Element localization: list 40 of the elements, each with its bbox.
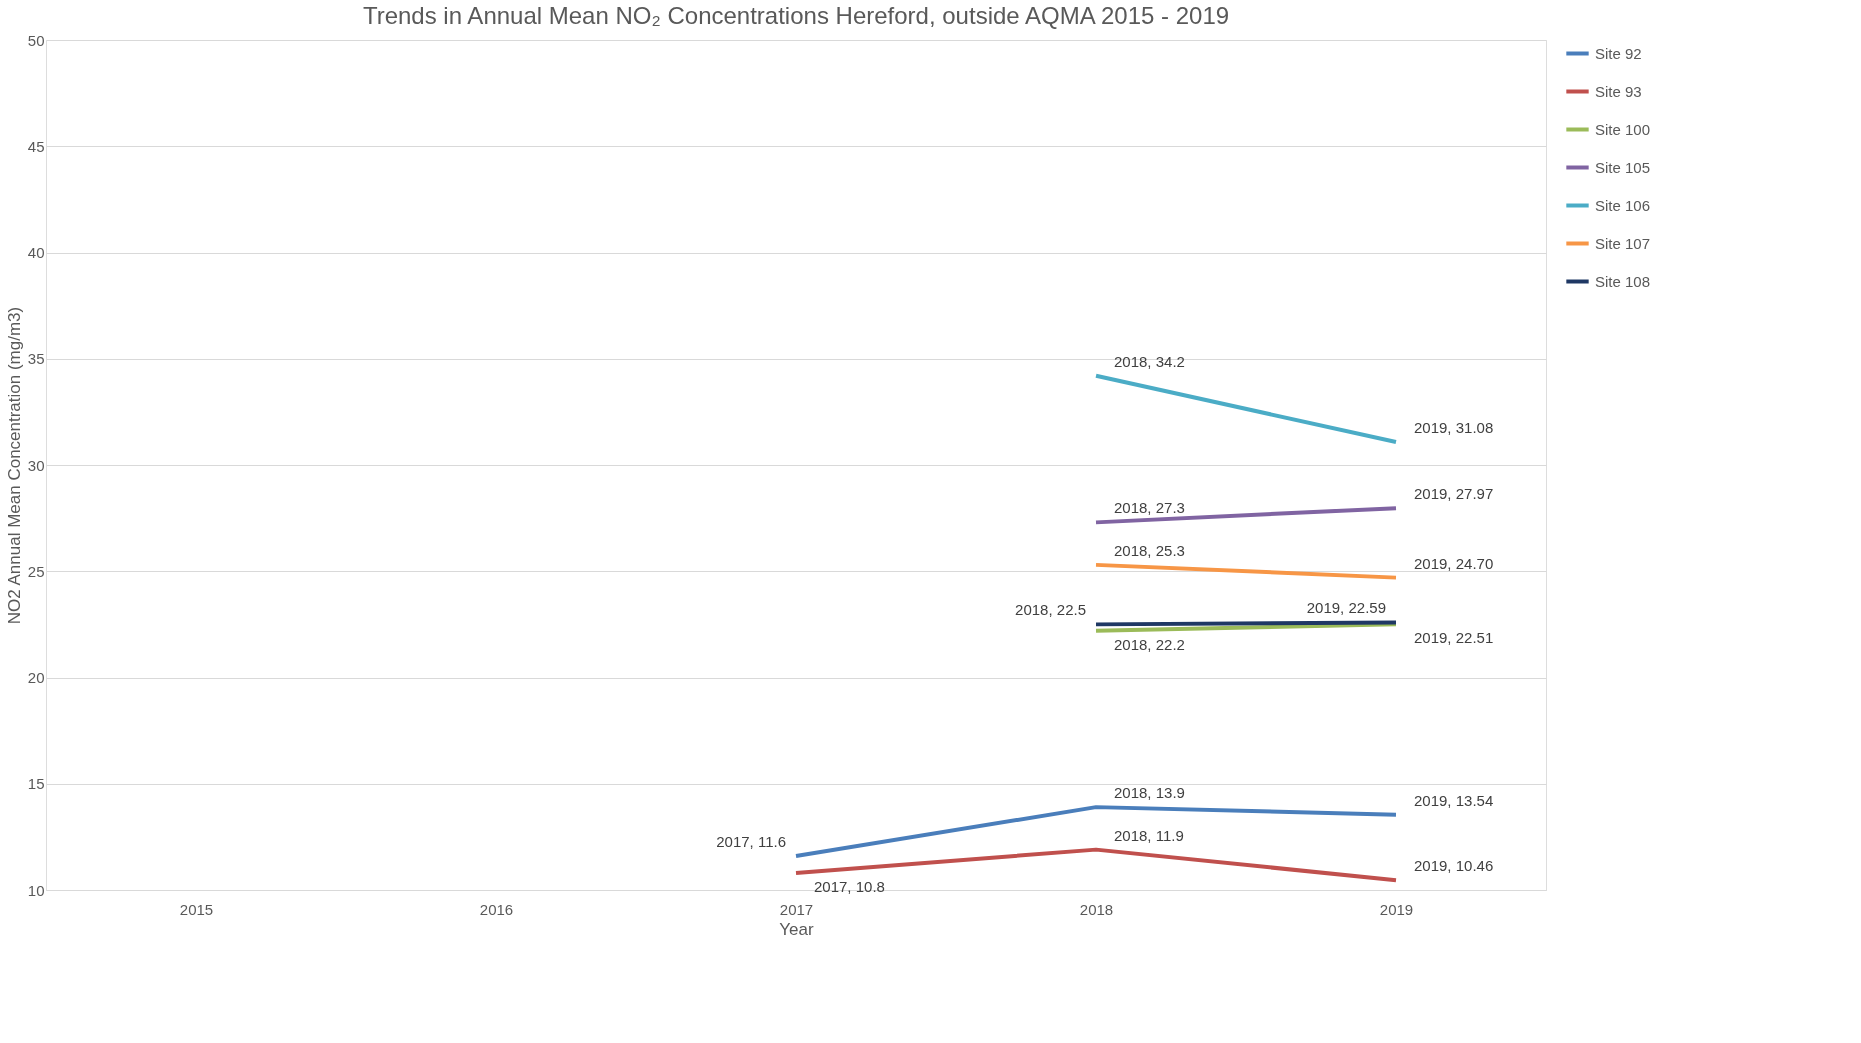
x-tick-label: 2018	[1079, 900, 1114, 918]
legend-label: Site 106	[1595, 196, 1651, 214]
y-tick-label: 45	[27, 137, 45, 155]
data-label: 2018, 27.3	[1114, 499, 1185, 517]
data-label: 2019, 27.97	[1414, 485, 1494, 503]
y-tick-label: 35	[27, 350, 45, 368]
x-tick-label: 2015	[179, 900, 214, 918]
y-tick-label: 15	[27, 775, 45, 793]
legend-label: Site 108	[1595, 272, 1651, 290]
y-tick-label: 40	[27, 244, 45, 261]
data-label: 2019, 22.59	[1306, 599, 1386, 617]
data-label: 2018, 22.5	[1015, 601, 1086, 619]
data-label: 2017, 10.8	[814, 878, 885, 895]
x-tick-label: 2017	[779, 900, 814, 918]
data-label: 2019, 24.70	[1414, 554, 1494, 572]
data-label: 2019, 10.46	[1414, 857, 1494, 875]
y-tick-label: 50	[27, 31, 45, 49]
x-tick-label: 2016	[479, 900, 514, 918]
data-label: 2018, 22.2	[1114, 635, 1185, 653]
data-label: 2019, 13.54	[1414, 791, 1494, 809]
data-label: 2019, 31.08	[1414, 419, 1494, 437]
data-label: 2019, 22.51	[1414, 629, 1494, 647]
data-label: 2018, 34.2	[1114, 352, 1185, 370]
x-axis-title: Year	[779, 919, 815, 939]
data-label: 2018, 11.9	[1114, 826, 1184, 844]
legend-label: Site 92	[1595, 44, 1642, 62]
y-tick-label: 30	[27, 456, 45, 474]
y-tick-label: 25	[27, 562, 45, 580]
y-axis-title: NO2 Annual Mean Concentration (mg/m3)	[4, 306, 24, 625]
legend-label: Site 100	[1595, 120, 1651, 138]
legend-label: Site 107	[1595, 234, 1651, 252]
data-label: 2018, 25.3	[1114, 541, 1185, 559]
legend-label: Site 93	[1595, 82, 1642, 100]
data-label: 2018, 13.9	[1114, 784, 1185, 802]
x-tick-label: 2019	[1379, 900, 1414, 918]
chart-title: Trends in Annual Mean NO₂ Concentrations Hereford, outside AQMA 2015 - 2019	[362, 2, 1230, 29]
data-label: 2017, 11.6	[716, 833, 786, 850]
y-tick-label: 10	[27, 881, 45, 899]
y-tick-label: 20	[27, 669, 45, 686]
legend-label: Site 105	[1595, 158, 1651, 176]
